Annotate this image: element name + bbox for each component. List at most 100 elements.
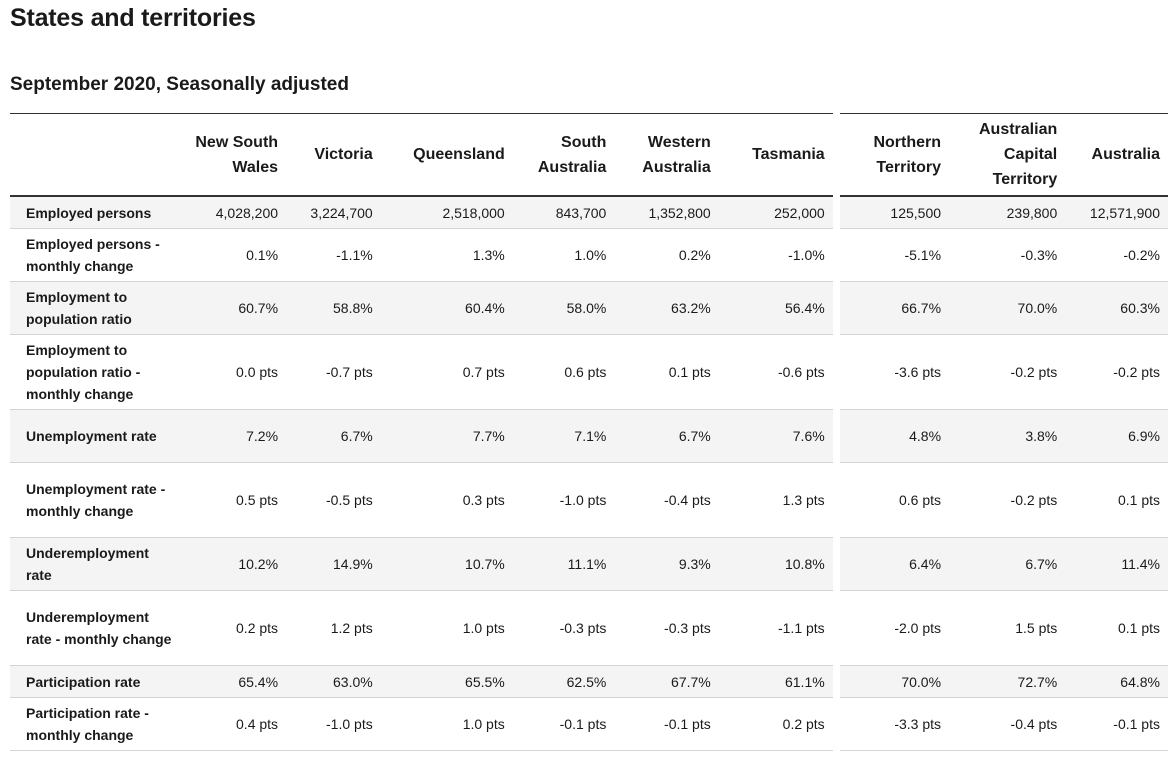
col-header: Western Australia bbox=[614, 113, 719, 197]
table-cell: -0.6 pts bbox=[718, 335, 833, 410]
table-cell: 4.8% bbox=[840, 410, 950, 463]
col-header: Queensland bbox=[380, 113, 513, 197]
table-row: Underemployment rate 10.2% 14.9% 10.7% 11.1%… bbox=[10, 538, 1168, 591]
table-cell: 0.3 pts bbox=[380, 463, 513, 538]
table-cell: 843,700 bbox=[512, 197, 615, 229]
table-cell: 7.1% bbox=[512, 410, 615, 463]
header-corner bbox=[10, 113, 184, 197]
table-subtitle: September 2020, Seasonally adjusted bbox=[10, 74, 349, 95]
table-cell: 239,800 bbox=[949, 197, 1066, 229]
table-cell: -0.5 pts bbox=[286, 463, 381, 538]
table-cell: -0.4 pts bbox=[614, 463, 719, 538]
table-cell: 63.0% bbox=[286, 666, 381, 698]
column-gap bbox=[832, 197, 841, 229]
table-cell: 1.0 pts bbox=[380, 591, 513, 666]
table-cell: -0.2 pts bbox=[949, 463, 1066, 538]
table-cell: 7.7% bbox=[380, 410, 513, 463]
table-cell: 65.4% bbox=[183, 666, 287, 698]
table-cell: 0.6 pts bbox=[512, 335, 615, 410]
col-header: Australian Capital Territory bbox=[949, 113, 1066, 197]
table-cell: -0.1 pts bbox=[512, 698, 615, 751]
table-cell: 72.7% bbox=[949, 666, 1066, 698]
table-cell: 12,571,900 bbox=[1065, 197, 1168, 229]
column-gap bbox=[832, 335, 841, 410]
row-label: Participation rate bbox=[10, 666, 184, 698]
table-cell: -0.3% bbox=[949, 229, 1066, 282]
table-cell: -0.1 pts bbox=[1065, 698, 1168, 751]
col-header: Victoria bbox=[286, 113, 381, 197]
table-cell: 0.1 pts bbox=[1065, 463, 1168, 538]
table-cell: 10.8% bbox=[718, 538, 833, 591]
table-row: Employed persons 4,028,200 3,224,700 2,518,… bbox=[10, 197, 1168, 229]
table-cell: 64.8% bbox=[1065, 666, 1168, 698]
table-cell: 0.0 pts bbox=[183, 335, 287, 410]
table-cell: 1.0 pts bbox=[380, 698, 513, 751]
table-cell: 0.2% bbox=[614, 229, 719, 282]
table-cell: 1.3 pts bbox=[718, 463, 833, 538]
col-header: Northern Territory bbox=[840, 113, 950, 197]
table-cell: 2,518,000 bbox=[380, 197, 513, 229]
table-cell: 252,000 bbox=[718, 197, 833, 229]
table-cell: 60.4% bbox=[380, 282, 513, 335]
table-cell: 6.7% bbox=[286, 410, 381, 463]
table-cell: 0.6 pts bbox=[840, 463, 950, 538]
table-cell: 66.7% bbox=[840, 282, 950, 335]
column-gap bbox=[832, 410, 841, 463]
col-header: Australia bbox=[1065, 113, 1168, 197]
table-cell: -1.0 pts bbox=[286, 698, 381, 751]
table-cell: -0.3 pts bbox=[614, 591, 719, 666]
table-cell: -1.0 pts bbox=[512, 463, 615, 538]
column-gap bbox=[832, 698, 841, 751]
column-gap bbox=[832, 113, 841, 197]
row-label: Employed persons bbox=[10, 197, 184, 229]
row-label: Employment to population ratio - monthly… bbox=[10, 335, 184, 410]
col-header: South Australia bbox=[512, 113, 615, 197]
table-cell: 0.5 pts bbox=[183, 463, 287, 538]
col-header: New South Wales bbox=[183, 113, 287, 197]
table-row: Unemployment rate 7.2% 6.7% 7.7% 7.1% 6.7% 7.6… bbox=[10, 410, 1168, 463]
table-cell: -2.0 pts bbox=[840, 591, 950, 666]
row-label: Employment to population ratio bbox=[10, 282, 184, 335]
table-cell: 11.1% bbox=[512, 538, 615, 591]
table-cell: 1.5 pts bbox=[949, 591, 1066, 666]
table-row: Unemployment rate - monthly change 0.5 pt… bbox=[10, 463, 1168, 538]
table-cell: 1.2 pts bbox=[286, 591, 381, 666]
table-cell: -3.6 pts bbox=[840, 335, 950, 410]
column-gap bbox=[832, 666, 841, 698]
table-row: Underemployment rate - monthly change 0.2… bbox=[10, 591, 1168, 666]
table-header-row: New South Wales Victoria Queensland Sout… bbox=[10, 113, 1168, 197]
table-cell: -0.7 pts bbox=[286, 335, 381, 410]
table-cell: 9.3% bbox=[614, 538, 719, 591]
table-cell: 11.4% bbox=[1065, 538, 1168, 591]
table-cell: 6.9% bbox=[1065, 410, 1168, 463]
table-cell: 60.3% bbox=[1065, 282, 1168, 335]
table-cell: -1.1% bbox=[286, 229, 381, 282]
column-gap bbox=[832, 538, 841, 591]
table-cell: -0.2 pts bbox=[949, 335, 1066, 410]
row-label: Underemployment rate - monthly change bbox=[10, 591, 184, 666]
table-cell: 14.9% bbox=[286, 538, 381, 591]
table-cell: 0.1% bbox=[183, 229, 287, 282]
table-cell: 3.8% bbox=[949, 410, 1066, 463]
table-cell: -1.0% bbox=[718, 229, 833, 282]
table-cell: 0.4 pts bbox=[183, 698, 287, 751]
row-label: Employed persons - monthly change bbox=[10, 229, 184, 282]
col-header: Tasmania bbox=[718, 113, 833, 197]
table-cell: -0.4 pts bbox=[949, 698, 1066, 751]
column-gap bbox=[832, 591, 841, 666]
table-cell: 70.0% bbox=[840, 666, 950, 698]
table-cell: 1.3% bbox=[380, 229, 513, 282]
table-row: Employment to population ratio - monthly… bbox=[10, 335, 1168, 410]
table-cell: 0.1 pts bbox=[1065, 591, 1168, 666]
table-cell: 0.2 pts bbox=[718, 698, 833, 751]
table-cell: -0.3 pts bbox=[512, 591, 615, 666]
table-cell: -1.1 pts bbox=[718, 591, 833, 666]
table-cell: 1,352,800 bbox=[614, 197, 719, 229]
row-label: Unemployment rate - monthly change bbox=[10, 463, 184, 538]
row-label: Unemployment rate bbox=[10, 410, 184, 463]
table-cell: 67.7% bbox=[614, 666, 719, 698]
table-cell: 10.7% bbox=[380, 538, 513, 591]
table-cell: 7.6% bbox=[718, 410, 833, 463]
table-row: Participation rate - monthly change 0.4 p… bbox=[10, 698, 1168, 751]
table-cell: -5.1% bbox=[840, 229, 950, 282]
